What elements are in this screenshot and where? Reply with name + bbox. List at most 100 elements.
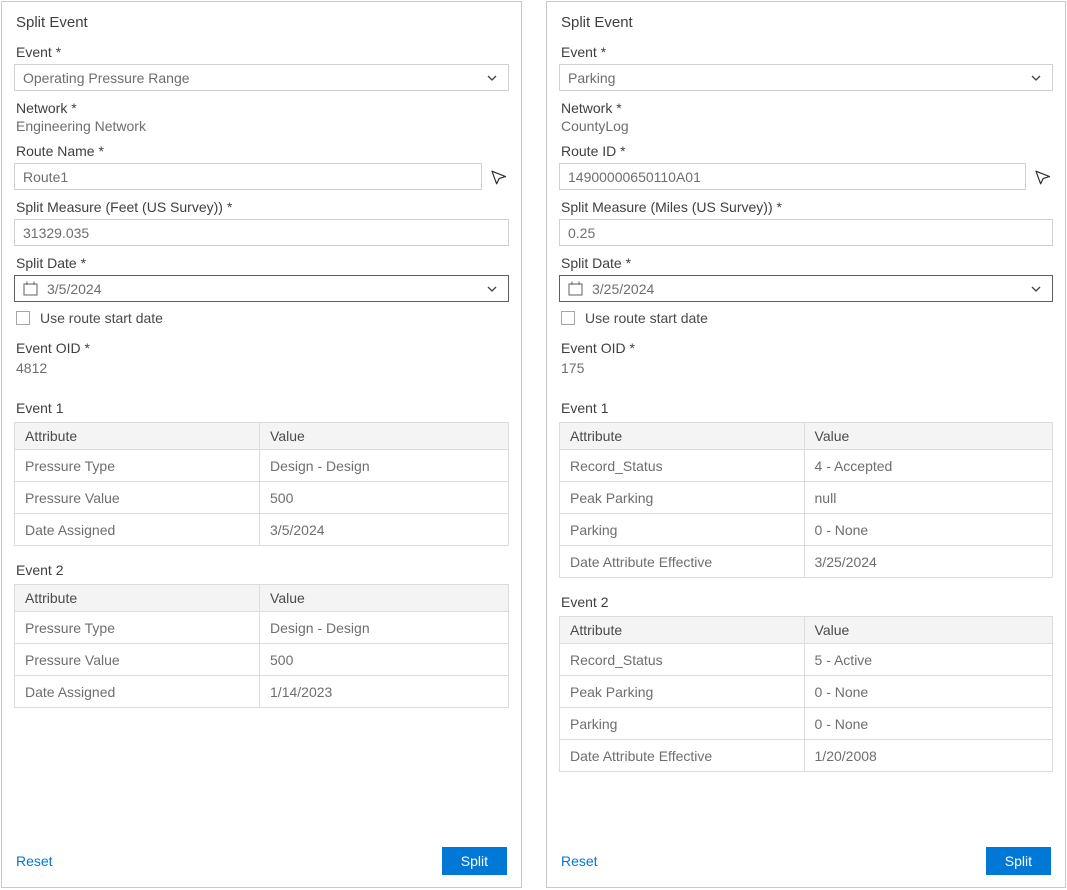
table-cell: Design - Design [259,449,509,482]
event-select[interactable]: Parking [559,64,1053,91]
chevron-down-icon [487,75,497,81]
value-column-header: Value [803,422,1054,450]
table-row: Record_Status 4 - Accepted [559,449,1054,482]
event-select[interactable]: Operating Pressure Range [14,64,509,91]
table-cell: 4 - Accepted [803,449,1054,482]
table-cell: 3/5/2024 [259,513,509,546]
event-label: Event * [16,44,62,60]
calendar-icon [568,281,583,296]
event-1-table-title: Event 1 [16,400,64,416]
network-value: Engineering Network [16,118,146,134]
table-cell: null [803,481,1054,514]
table-cell: Date Attribute Effective [559,739,805,772]
table-cell: Pressure Type [13,449,261,482]
table-row: Peak Parking null [559,481,1054,514]
table-row: Record_Status 5 - Active [559,643,1054,676]
table-cell: Date Assigned [13,513,261,546]
panel-title: Split Event [561,14,633,31]
table-row: Peak Parking 0 - None [559,675,1054,708]
table-row: Date Assigned 1/14/2023 [13,675,509,708]
table-cell: 0 - None [803,675,1054,708]
split-date-input[interactable]: 3/25/2024 [559,275,1053,302]
value-column-header: Value [803,616,1054,644]
network-label: Network * [561,100,622,116]
table-cell: Parking [559,707,805,740]
table-cell: Peak Parking [559,481,805,514]
event-oid-value: 175 [561,360,585,376]
route-input[interactable] [559,163,1026,190]
split-date-value: 3/25/2024 [592,280,655,297]
split-measure-label: Split Measure (Feet (US Survey)) * [16,199,233,215]
reset-link[interactable]: Reset [16,853,53,869]
reset-link[interactable]: Reset [561,853,598,869]
table-cell: 500 [259,643,509,676]
event-2-table-title: Event 2 [561,594,609,610]
attribute-column-header: Attribute [559,616,805,644]
attribute-column-header: Attribute [13,584,261,612]
cursor-arrow-icon [491,170,507,184]
network-label: Network * [16,100,77,116]
table-cell: 1/14/2023 [259,675,509,708]
table-cell: 500 [259,481,509,514]
table-cell: Parking [559,513,805,546]
split-button[interactable]: Split [985,847,1051,875]
table-cell: 3/25/2024 [803,545,1054,578]
table-row: Pressure Value 500 [13,481,509,514]
event-select-value: Parking [568,69,616,86]
use-route-start-date-label: Use route start date [585,310,708,326]
calendar-icon [23,281,38,296]
route-input[interactable] [14,163,482,190]
table-cell: Pressure Value [13,643,261,676]
network-value: CountyLog [561,118,629,134]
route-picker-button[interactable] [489,167,509,187]
table-cell: Peak Parking [559,675,805,708]
table-cell: 0 - None [803,513,1054,546]
use-route-start-date-label: Use route start date [40,310,163,326]
event-oid-label: Event OID * [561,340,635,356]
table-cell: Pressure Type [13,611,261,644]
attribute-column-header: Attribute [13,422,261,450]
use-route-start-date-checkbox[interactable] [561,311,575,325]
event-2-table: Attribute Value Pressure Type Design - De… [13,584,509,708]
table-row: Date Assigned 3/5/2024 [13,513,509,546]
table-cell: 1/20/2008 [803,739,1054,772]
attribute-column-header: Attribute [559,422,805,450]
split-measure-input[interactable] [559,219,1053,246]
route-label: Route ID * [561,143,626,159]
event-label: Event * [561,44,607,60]
value-column-header: Value [259,422,509,450]
split-date-input[interactable]: 3/5/2024 [14,275,509,302]
table-cell: Design - Design [259,611,509,644]
event-oid-label: Event OID * [16,340,90,356]
chevron-down-icon [1031,75,1041,81]
event-1-table: Attribute Value Pressure Type Design - De… [13,422,509,546]
use-route-start-date-checkbox[interactable] [16,311,30,325]
table-row: Parking 0 - None [559,513,1054,546]
split-date-value: 3/5/2024 [47,280,102,297]
split-measure-input[interactable] [14,219,509,246]
table-row: Date Attribute Effective 3/25/2024 [559,545,1054,578]
table-cell: Date Attribute Effective [559,545,805,578]
split-event-panel-2: Split Event Event * Parking Network * Co… [546,1,1066,888]
table-cell: Record_Status [559,449,805,482]
event-oid-value: 4812 [16,360,48,376]
split-date-label: Split Date * [561,255,632,271]
route-picker-button[interactable] [1033,167,1053,187]
event-select-value: Operating Pressure Range [23,69,190,86]
table-header-row: Attribute Value [13,422,509,450]
value-column-header: Value [259,584,509,612]
table-cell: 5 - Active [803,643,1054,676]
table-cell: Record_Status [559,643,805,676]
table-header-row: Attribute Value [559,422,1054,450]
table-cell: Date Assigned [13,675,261,708]
split-button[interactable]: Split [441,847,507,875]
table-row: Pressure Type Design - Design [13,449,509,482]
table-header-row: Attribute Value [13,584,509,612]
event-2-table-title: Event 2 [16,562,64,578]
cursor-arrow-icon [1035,170,1051,184]
event-2-table: Attribute Value Record_Status 5 - Active P… [559,616,1054,772]
route-label: Route Name * [16,143,104,159]
split-event-panel-1: Split Event Event * Operating Pressure R… [1,1,522,888]
chevron-down-icon [1031,286,1041,292]
split-date-label: Split Date * [16,255,87,271]
